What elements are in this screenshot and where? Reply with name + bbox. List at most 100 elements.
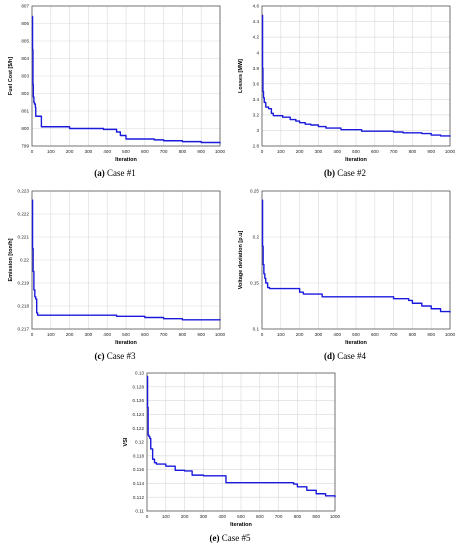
x-tick-label: 500	[352, 332, 360, 337]
x-tick-label: 300	[315, 332, 323, 337]
x-tick-label: 700	[390, 332, 398, 337]
y-tick-label: 3	[256, 128, 259, 133]
x-tick-label: 0	[261, 149, 264, 154]
chart-caption: (a) Case #1	[0, 168, 230, 178]
x-tick-label: 100	[162, 514, 170, 519]
x-tick-label: 200	[181, 514, 189, 519]
x-tick-label: 200	[66, 332, 74, 337]
caption-text: Case #1	[104, 168, 136, 178]
y-axis-label: VSI	[123, 437, 129, 446]
x-tick-label: 900	[427, 332, 435, 337]
x-tick-label: 900	[197, 149, 205, 154]
y-tick-label: 0.13	[135, 371, 144, 376]
x-tick-label: 0	[261, 332, 264, 337]
y-tick-label: 3.8	[253, 66, 260, 71]
chart-svg-case-4: 0 100 200 300 400 500 600 700 800 900 1000 0.1 0.15 0…	[238, 189, 456, 346]
y-tick-label: 800	[21, 126, 29, 131]
x-axis-label: Iteration	[345, 340, 367, 346]
x-tick-label: 900	[197, 332, 205, 337]
x-tick-label: 900	[427, 149, 435, 154]
chart-caption: (e) Case #5	[115, 533, 345, 543]
x-tick-label: 600	[141, 149, 149, 154]
y-tick-label: 0.114	[133, 481, 145, 486]
y-tick-label: 801	[21, 109, 29, 114]
x-axis-label: Iteration	[115, 340, 137, 346]
y-tick-label: 0.128	[133, 384, 145, 389]
y-tick-label: 0.12	[135, 440, 144, 445]
x-tick-label: 700	[160, 149, 168, 154]
x-tick-label: 0	[146, 514, 149, 519]
x-tick-label: 1000	[215, 332, 226, 337]
x-tick-label: 600	[371, 332, 379, 337]
y-tick-label: 0.25	[250, 189, 259, 194]
series-line	[261, 14, 451, 137]
x-tick-label: 700	[160, 332, 168, 337]
y-axis-label: Emission [ton/h]	[8, 238, 14, 281]
x-axis-label: Iteration	[230, 522, 252, 528]
x-tick-label: 400	[333, 149, 341, 154]
x-tick-label: 600	[141, 332, 149, 337]
caption-label: (a)	[94, 168, 105, 178]
x-tick-label: 600	[256, 514, 264, 519]
chart-panel-case-3: 0 100 200 300 400 500 600 700 800 900 1000 0.217 0.2…	[0, 185, 230, 367]
y-tick-label: 0.2	[253, 235, 260, 240]
series-line	[261, 199, 451, 313]
x-tick-label: 800	[409, 332, 417, 337]
caption-text: Case #2	[335, 168, 366, 178]
y-tick-label: 0.126	[133, 398, 145, 403]
x-tick-label: 500	[352, 149, 360, 154]
caption-label: (b)	[324, 168, 335, 178]
chart-panel-case-5: 0 100 200 300 400 500 600 700 800 900 1000 0.11 0.11…	[115, 367, 345, 550]
series-line	[31, 15, 221, 144]
chart-caption: (d) Case #4	[230, 351, 460, 361]
y-tick-label: 806	[21, 21, 29, 26]
x-tick-label: 800	[179, 149, 187, 154]
x-tick-label: 500	[122, 332, 130, 337]
x-tick-label: 1000	[445, 149, 456, 154]
x-tick-label: 500	[237, 514, 245, 519]
x-tick-label: 1000	[330, 514, 341, 519]
plot-frame	[261, 5, 451, 147]
chart-svg-case-1: 0 100 200 300 400 500 600 700 800 900 1000 799 800 80…	[8, 4, 226, 163]
y-tick-label: 0.11	[135, 509, 144, 514]
y-tick-label: 802	[21, 91, 29, 96]
y-tick-label: 0.122	[133, 426, 145, 431]
x-tick-label: 300	[315, 149, 323, 154]
x-tick-label: 400	[218, 514, 226, 519]
caption-text: Case #4	[335, 351, 366, 361]
x-tick-label: 700	[390, 149, 398, 154]
x-tick-label: 200	[66, 149, 74, 154]
x-tick-label: 300	[85, 332, 93, 337]
y-tick-label: 2.8	[253, 144, 260, 149]
series-line	[146, 375, 336, 498]
x-tick-label: 100	[277, 332, 285, 337]
x-tick-label: 900	[312, 514, 320, 519]
chart-svg-case-2: 0 100 200 300 400 500 600 700 800 900 1000 2.8 3 3.2 3…	[238, 4, 456, 163]
y-tick-label: 0.222	[18, 212, 30, 217]
x-tick-label: 0	[31, 149, 34, 154]
y-tick-label: 0.118	[133, 453, 145, 458]
x-tick-label: 0	[31, 332, 34, 337]
y-tick-label: 3.2	[253, 112, 260, 117]
y-tick-label: 0.116	[133, 467, 145, 472]
plot-frame	[31, 5, 221, 147]
x-tick-label: 800	[294, 514, 302, 519]
chart-panel-case-4: 0 100 200 300 400 500 600 700 800 900 1000 0.1 0.15 0…	[230, 185, 460, 367]
plot-frame	[261, 190, 451, 330]
x-tick-label: 200	[296, 332, 304, 337]
x-tick-label: 400	[103, 332, 111, 337]
plot-frame	[31, 190, 221, 330]
x-tick-label: 600	[371, 149, 379, 154]
x-tick-label: 100	[47, 332, 55, 337]
y-tick-label: 3.6	[253, 81, 260, 86]
x-tick-label: 1000	[215, 149, 226, 154]
y-tick-label: 804	[21, 56, 29, 61]
y-tick-label: 0.112	[133, 495, 145, 500]
y-tick-label: 0.15	[250, 281, 259, 286]
x-tick-label: 800	[409, 149, 417, 154]
y-tick-label: 0.124	[133, 412, 145, 417]
x-tick-label: 800	[179, 332, 187, 337]
y-tick-label: 4	[256, 50, 259, 55]
x-axis-label: Iteration	[345, 157, 367, 163]
caption-label: (c)	[94, 351, 105, 361]
